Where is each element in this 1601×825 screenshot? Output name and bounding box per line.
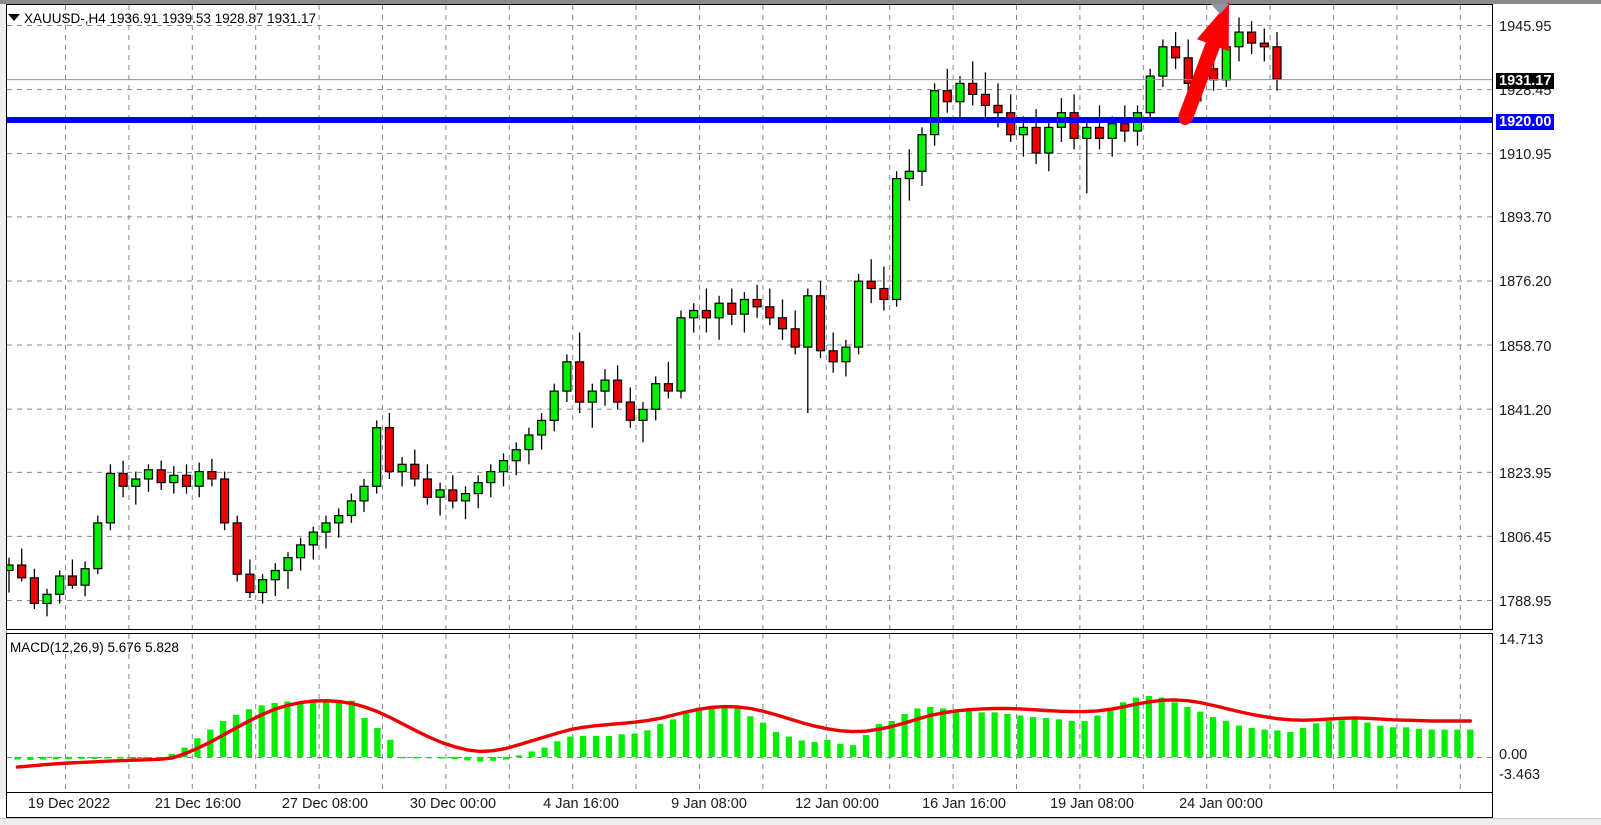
price-axis-tick: 1945.95 xyxy=(1499,19,1552,35)
price-axis-tick: 1910.95 xyxy=(1499,147,1552,163)
time-axis-tick: 19 Jan 08:00 xyxy=(1050,796,1134,812)
price-axis[interactable]: 1945.95 1928.45 1910.95 1893.70 1876.20 1858.… xyxy=(1493,4,1601,630)
time-axis-tick: 19 Dec 2022 xyxy=(27,796,111,812)
macd-header: MACD(12,26,9) 5.676 5.828 xyxy=(10,640,179,655)
price-axis-tick: 1788.95 xyxy=(1499,594,1552,610)
window-top-border xyxy=(0,0,1601,4)
level-price-label[interactable]: 1920.00 xyxy=(1496,114,1555,130)
price-axis-tick: 1858.70 xyxy=(1499,339,1552,355)
macd-axis-tick: 0.00 xyxy=(1499,747,1528,763)
price-plot-area[interactable] xyxy=(7,5,1492,629)
time-axis-tick: 16 Jan 16:00 xyxy=(922,796,1006,812)
macd-axis-tick: -3.463 xyxy=(1499,767,1541,783)
price-axis-tick: 1823.95 xyxy=(1499,466,1552,482)
price-gridlines xyxy=(7,5,1492,629)
time-axis-tick: 4 Jan 16:00 xyxy=(543,796,619,812)
window-bottom-border xyxy=(0,818,1601,825)
price-axis-tick: 1841.20 xyxy=(1499,403,1552,419)
price-chart-pane[interactable] xyxy=(6,4,1493,630)
time-axis-tick: 12 Jan 00:00 xyxy=(795,796,879,812)
price-axis-tick: 1893.70 xyxy=(1499,210,1552,226)
chevron-down-icon[interactable] xyxy=(8,14,20,21)
price-axis-tick: 1806.45 xyxy=(1499,530,1552,546)
price-axis-tick: 1876.20 xyxy=(1499,274,1552,290)
macd-indicator-pane[interactable] xyxy=(6,633,1493,793)
time-axis-tick: 27 Dec 08:00 xyxy=(281,796,369,812)
macd-gridlines xyxy=(7,634,1492,792)
macd-plot-area[interactable] xyxy=(7,634,1492,792)
macd-axis[interactable]: 14.713 0.00 -3.463 xyxy=(1493,632,1601,793)
price-chart-header: XAUUSD-,H4 1936.91 1939.53 1928.87 1931.… xyxy=(24,11,316,26)
time-axis-tick: 21 Dec 16:00 xyxy=(154,796,242,812)
macd-axis-tick: 14.713 xyxy=(1499,632,1544,648)
time-axis-tick: 9 Jan 08:00 xyxy=(671,796,747,812)
time-axis[interactable]: 19 Dec 2022 21 Dec 16:00 27 Dec 08:00 30 De… xyxy=(6,793,1493,818)
time-axis-tick: 30 Dec 00:00 xyxy=(409,796,497,812)
scroll-position-marker-icon[interactable] xyxy=(1211,4,1229,14)
time-axis-tick: 24 Jan 00:00 xyxy=(1179,796,1263,812)
current-price-label: 1931.17 xyxy=(1496,73,1555,89)
price-overlay-lines xyxy=(7,79,1492,124)
macd-signal-line xyxy=(15,698,1473,769)
